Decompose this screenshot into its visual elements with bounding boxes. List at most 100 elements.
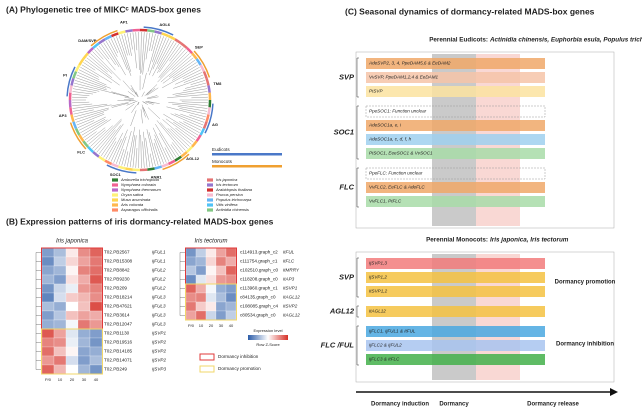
- tree-branch: [143, 107, 149, 120]
- gene-group: AGL12: [329, 306, 355, 315]
- clade-arc: [202, 121, 208, 129]
- bar-label: IjFLC1, IjFUL1 & ItFUL: [369, 329, 416, 334]
- heatmap-cell: [65, 364, 79, 375]
- section-frame: [355, 251, 615, 383]
- row-id: T02.PB9230: [104, 277, 130, 282]
- heatmap-cell: [41, 337, 55, 348]
- tree-branch: [183, 85, 207, 91]
- heatmap-cell: [215, 274, 227, 285]
- heatmap-cell: [65, 283, 79, 294]
- heatmap-cell: [89, 310, 103, 321]
- heatmap-cell: [225, 283, 237, 294]
- tree-branch: [172, 142, 182, 155]
- group-brace: [356, 105, 359, 160]
- clade-arc: [195, 58, 202, 66]
- clade-arc: [69, 85, 73, 93]
- gene-group: FLC /FUL: [321, 340, 355, 349]
- tree-branch: [145, 137, 151, 168]
- clade-arc: [106, 164, 137, 174]
- row-gene: IjFUL1: [152, 259, 166, 264]
- species-label: Actinidia chinensis: [215, 207, 249, 212]
- tree-branch: [111, 102, 129, 108]
- species-swatch: [112, 188, 118, 192]
- tree-branch: [145, 88, 156, 96]
- tree-branch: [149, 36, 164, 76]
- heatmap-cell: [41, 319, 55, 330]
- tree-branch: [165, 118, 196, 141]
- clade-arc: [207, 107, 211, 115]
- tree-branch: [175, 127, 194, 143]
- row-gene: IjFUL2: [152, 277, 166, 282]
- heatmap-cell: [89, 292, 103, 303]
- clade-arc: [82, 140, 89, 148]
- row-id: c114913.graph_c2: [240, 250, 278, 255]
- tree-branch: [105, 41, 126, 76]
- row-id: T02.PB14185: [104, 349, 133, 354]
- row-id: T02.PB12047: [104, 322, 133, 327]
- tree-branch: [84, 59, 120, 86]
- section-species: Actinidia chinensis, Euphorbia esula, Po…: [489, 37, 642, 44]
- row-id: c113960.graph_c1: [240, 286, 278, 291]
- tree-branch: [128, 100, 136, 102]
- heatmap-cell: [77, 292, 91, 303]
- tree-branch: [177, 106, 208, 112]
- tree-branch: [73, 85, 100, 92]
- heatmap-cell: [65, 355, 79, 366]
- tree-branch: [140, 32, 142, 74]
- tree-branch: [156, 42, 177, 74]
- expression-bar: [366, 258, 545, 269]
- row-id: T02.PB15308: [104, 259, 133, 264]
- bar-label: PtSVP: [369, 89, 383, 94]
- tree-branch: [151, 33, 156, 52]
- clade-arc: [78, 58, 85, 66]
- expression-bar: [366, 354, 545, 365]
- row-id: T02.PB249: [104, 367, 127, 372]
- legend-box-label: Dormancy inhibition: [218, 354, 259, 359]
- gene-group: SVP: [339, 272, 355, 281]
- clade-arc: [174, 38, 182, 45]
- tree-branch: [179, 121, 200, 133]
- expression-bar: [366, 340, 545, 351]
- species-swatch: [112, 198, 118, 202]
- column-label: P/0: [188, 323, 195, 328]
- tree-branch: [124, 97, 134, 100]
- bar-label: ItSVP1,2: [369, 289, 388, 294]
- tree-branch: [138, 129, 140, 168]
- tree-branch: [77, 120, 95, 128]
- clade-arc: [66, 66, 76, 97]
- heatmap-cell: [185, 310, 197, 321]
- tree-branch: [127, 33, 132, 57]
- clade-arc: [117, 30, 126, 35]
- tree-branch: [154, 134, 167, 163]
- tree-branch: [157, 41, 175, 70]
- tree-branch: [110, 138, 122, 162]
- species-label: Nymphaea colorata: [121, 182, 156, 187]
- heatmap-cell: [205, 283, 217, 294]
- time-arrow: [610, 388, 618, 396]
- tree-branch: [77, 72, 107, 86]
- tree-branch: [170, 128, 190, 147]
- row-gene: ItSVP1: [283, 286, 298, 291]
- heatmap-cell: [53, 301, 67, 312]
- heatmap-cell: [53, 364, 67, 375]
- heatmap-cell: [185, 256, 197, 267]
- clade-arc: [143, 26, 174, 36]
- heatmap-cell: [89, 364, 103, 375]
- heatmap-cell: [205, 310, 217, 321]
- clade-arc: [204, 103, 214, 134]
- heatmap-cell: [185, 292, 197, 303]
- group-box: [185, 283, 237, 321]
- tree-branch: [81, 64, 112, 84]
- tree-branch: [149, 33, 153, 51]
- row-id: c111754.graph_c1: [240, 259, 278, 264]
- tree-branch: [118, 148, 125, 165]
- clade-arc: [111, 32, 119, 38]
- heatmap-cell: [195, 283, 207, 294]
- tree-branch: [92, 51, 121, 81]
- clade-arc: [205, 114, 210, 123]
- bar-label: PtSOC1, EeeSOC1 & VvSOC1: [369, 151, 433, 156]
- tree-branch: [72, 103, 93, 106]
- group-brace: [356, 57, 359, 98]
- tree-branch: [172, 88, 208, 95]
- lineage-label: Eudicots: [212, 147, 230, 152]
